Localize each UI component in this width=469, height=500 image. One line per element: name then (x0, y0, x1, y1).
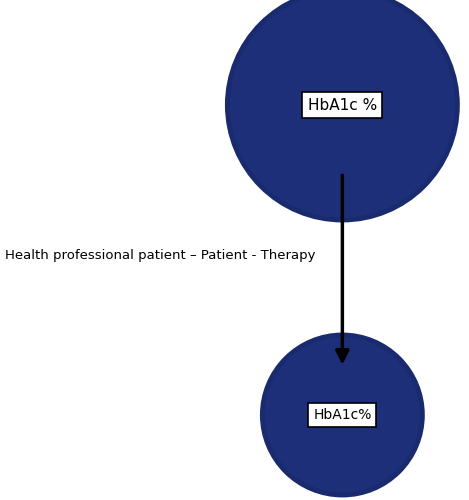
Text: Health professional patient – Patient - Therapy: Health professional patient – Patient - … (5, 248, 315, 262)
Ellipse shape (227, 0, 457, 220)
Text: HbA1c%: HbA1c% (313, 408, 371, 422)
Text: HbA1c %: HbA1c % (308, 98, 377, 112)
Ellipse shape (262, 335, 423, 495)
